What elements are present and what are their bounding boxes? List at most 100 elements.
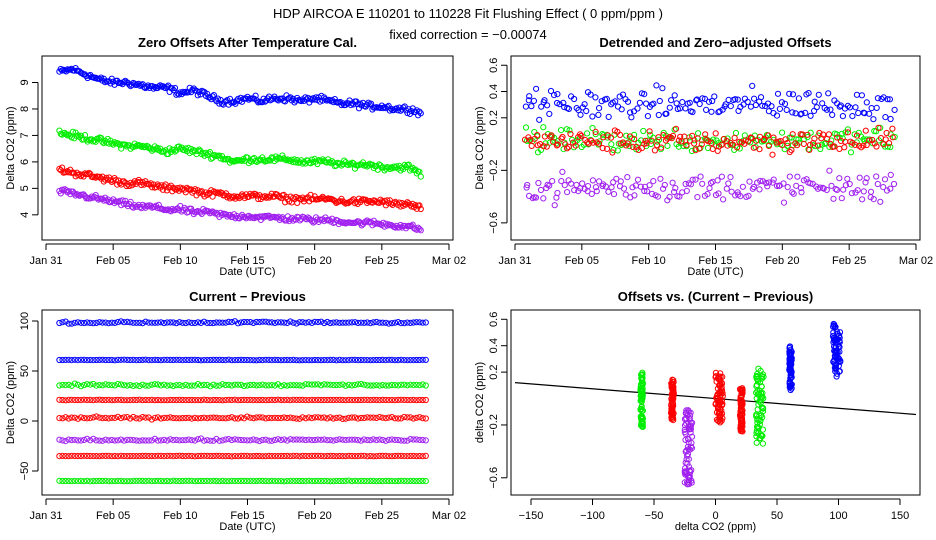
- data-point: [718, 173, 726, 180]
- data-point: [376, 356, 383, 364]
- data-point: [231, 453, 238, 460]
- data-point: [281, 452, 288, 460]
- data-point: [281, 319, 288, 326]
- data-point: [62, 477, 69, 485]
- data-point: [296, 382, 303, 389]
- data-point: [787, 357, 794, 364]
- data-point: [422, 319, 429, 326]
- data-point: [646, 128, 653, 135]
- data-point: [342, 357, 349, 364]
- data-point: [807, 112, 814, 119]
- data-point: [302, 381, 309, 388]
- data-point: [228, 319, 235, 326]
- data-point: [692, 176, 699, 183]
- data-point: [238, 396, 245, 404]
- data-point: [210, 437, 217, 444]
- data-point: [296, 319, 303, 326]
- data-point: [238, 452, 245, 459]
- data-point: [117, 381, 125, 388]
- data-point: [395, 452, 402, 459]
- y-tick-label: 0.4: [488, 84, 500, 99]
- data-point: [281, 478, 288, 485]
- data-point: [265, 414, 272, 421]
- data-point: [560, 99, 567, 107]
- data-point: [868, 105, 875, 112]
- data-point: [336, 356, 343, 363]
- data-point: [870, 116, 877, 123]
- data-point: [792, 110, 799, 117]
- data-point: [683, 187, 690, 194]
- data-point: [835, 358, 842, 365]
- data-point: [330, 319, 337, 326]
- data-point: [784, 139, 791, 147]
- data-point: [293, 477, 300, 484]
- data-point: [348, 414, 355, 421]
- data-point: [416, 477, 423, 485]
- data-point: [274, 436, 282, 443]
- data-point: [65, 320, 72, 327]
- x-tick-label: Feb 05: [96, 510, 130, 522]
- data-point: [308, 415, 315, 422]
- data-point: [724, 135, 731, 142]
- data-point: [281, 382, 288, 389]
- data-point: [216, 319, 223, 326]
- data-point: [238, 381, 245, 388]
- data-point: [179, 382, 186, 389]
- data-point: [788, 348, 795, 355]
- data-point: [746, 178, 753, 185]
- data-point: [265, 437, 272, 444]
- data-point: [188, 356, 195, 363]
- data-point: [148, 396, 155, 403]
- data-point: [870, 196, 877, 203]
- data-point: [669, 394, 676, 401]
- data-point: [206, 149, 213, 156]
- data-point: [157, 477, 165, 485]
- data-point: [890, 180, 898, 188]
- data-point: [231, 381, 238, 388]
- data-point: [705, 98, 713, 105]
- data-point: [194, 92, 201, 99]
- data-point: [99, 382, 106, 389]
- data-point: [139, 320, 146, 327]
- data-point: [65, 356, 72, 363]
- data-point: [327, 319, 334, 327]
- data-point: [77, 437, 85, 444]
- data-point: [179, 319, 186, 326]
- data-point: [577, 131, 584, 138]
- data-point: [825, 90, 832, 97]
- data-point: [238, 356, 245, 363]
- data-point: [262, 436, 269, 443]
- data-point: [244, 413, 251, 420]
- data-point: [308, 381, 315, 388]
- data-point: [846, 180, 853, 188]
- data-point: [127, 436, 134, 443]
- data-point: [324, 478, 331, 485]
- data-point: [563, 145, 571, 152]
- data-point: [880, 184, 887, 191]
- data-point: [422, 382, 429, 389]
- y-tick-label: 0.6: [488, 312, 500, 327]
- data-point: [365, 162, 372, 169]
- data-point: [787, 386, 794, 394]
- data-point: [758, 383, 765, 390]
- data-point: [686, 472, 693, 479]
- data-point: [308, 319, 315, 326]
- data-point: [293, 452, 300, 459]
- data-point: [358, 477, 365, 484]
- data-point: [213, 396, 220, 404]
- data-point: [345, 436, 352, 443]
- data-point: [788, 369, 795, 376]
- data-point: [828, 137, 835, 144]
- data-point: [201, 437, 208, 444]
- data-point: [556, 101, 563, 108]
- data-point: [241, 452, 248, 459]
- data-point: [753, 411, 760, 418]
- data-point: [95, 135, 102, 142]
- data-point: [176, 478, 183, 485]
- data-point: [197, 382, 205, 389]
- data-point: [388, 414, 395, 421]
- data-point: [854, 187, 861, 194]
- data-point: [837, 137, 845, 144]
- data-point: [889, 125, 896, 132]
- data-point: [644, 188, 651, 195]
